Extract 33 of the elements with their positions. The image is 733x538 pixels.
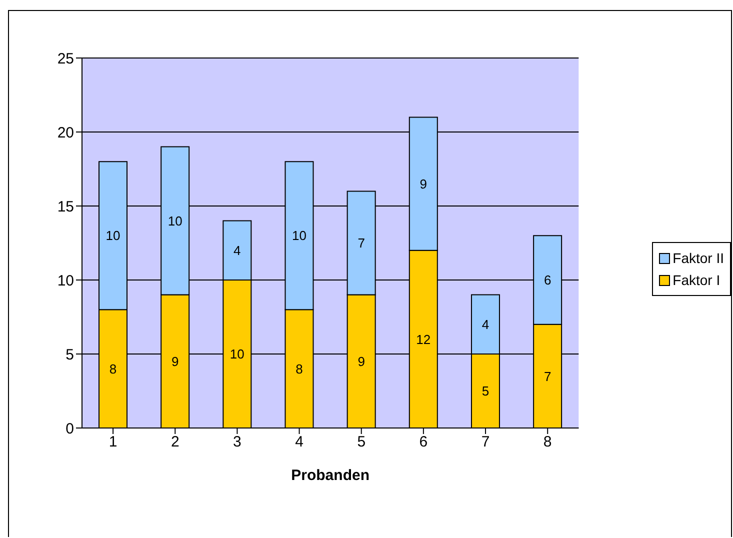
data-label: 4 — [482, 317, 490, 332]
data-label: 12 — [416, 332, 431, 347]
data-label: 6 — [544, 272, 552, 288]
data-label: 10 — [292, 228, 306, 244]
y-tick-label: 25 — [57, 50, 74, 68]
y-tick-label: 20 — [57, 124, 74, 142]
x-axis-title: Probanden — [291, 467, 370, 484]
data-label: 10 — [230, 346, 244, 362]
data-label: 7 — [358, 236, 365, 251]
legend-label: Faktor II — [672, 249, 724, 268]
x-tick-label: 2 — [170, 434, 180, 451]
data-label: 9 — [358, 354, 365, 370]
y-tick-label: 0 — [66, 420, 74, 438]
data-label: 8 — [296, 361, 303, 376]
x-tick-label: 7 — [481, 434, 490, 451]
x-tick-label: 6 — [419, 434, 428, 451]
x-tick-label: 5 — [357, 434, 366, 451]
data-label: 5 — [482, 384, 490, 399]
data-label: 4 — [234, 243, 241, 258]
data-label: 9 — [171, 354, 179, 370]
data-label: 7 — [544, 368, 552, 384]
x-tick-label: 4 — [295, 434, 304, 451]
y-tick-label: 10 — [57, 272, 74, 290]
x-tick-label: 1 — [108, 434, 118, 451]
x-tick-label: 3 — [233, 434, 242, 451]
y-tick-label: 15 — [57, 198, 74, 216]
legend-label: Faktor I — [672, 271, 720, 290]
data-label: 10 — [168, 213, 182, 228]
data-label: 9 — [420, 176, 428, 192]
y-tick-label: 5 — [66, 346, 74, 364]
data-label: 8 — [109, 361, 117, 376]
data-label: 10 — [106, 228, 120, 244]
x-tick-label: 8 — [543, 434, 552, 451]
